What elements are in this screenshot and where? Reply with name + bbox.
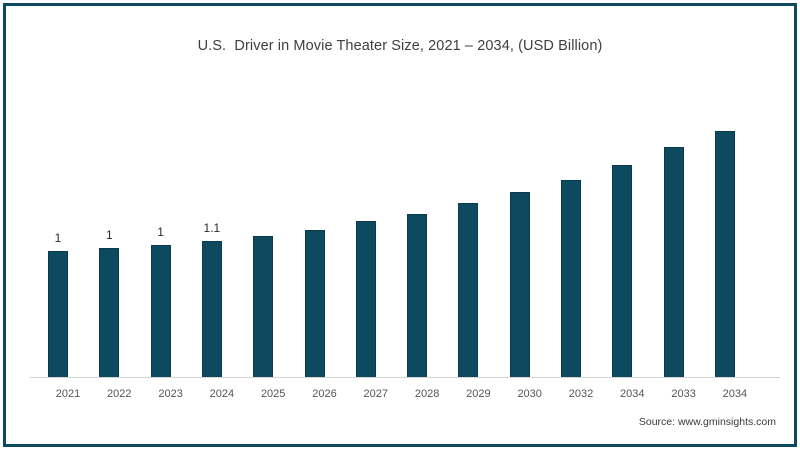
x-tick-2027: 2027	[363, 388, 389, 400]
source-note: Source: www.gminsights.com	[638, 416, 776, 428]
bar-rect	[48, 251, 68, 378]
bar-value-label: 1	[157, 225, 164, 239]
chart-title: U.S. Driver in Movie Theater Size, 2021 …	[197, 38, 603, 54]
x-tick-2030: 2030	[517, 388, 542, 400]
bar-value-label: 1	[105, 228, 113, 242]
x-tick-2025: 2025	[260, 388, 286, 400]
frame-border-bottom	[3, 444, 797, 447]
bar-rect	[458, 203, 479, 378]
bar-series: 1 1 1 1.1	[8, 8, 792, 442]
x-tick-2022: 2022	[107, 388, 132, 400]
x-tick-2023: 2023	[158, 388, 183, 400]
x-tick-2029: 2029	[466, 388, 491, 400]
bar-rect	[150, 245, 171, 378]
bar-rect	[201, 241, 222, 378]
plot-area: U.S. Driver in Movie Theater Size, 2021 …	[8, 8, 792, 442]
x-tick-2033: 2033	[671, 388, 696, 400]
frame-border-top	[3, 3, 797, 6]
bar-rect	[612, 165, 633, 378]
x-tick-2034: 2034	[722, 388, 748, 400]
frame-border-right	[794, 3, 797, 447]
x-tick-2024: 2024	[209, 388, 235, 400]
bar-value-label: 1	[54, 231, 62, 245]
x-axis-line	[30, 377, 780, 378]
bar-value-label: 1.1	[203, 221, 221, 235]
frame-border-left	[3, 3, 6, 447]
bar-rect	[355, 221, 376, 378]
bar-rect	[407, 214, 428, 378]
x-tick-2028: 2028	[414, 388, 440, 400]
x-tick-2026: 2026	[312, 388, 337, 400]
x-tick-2034: 2034	[620, 388, 645, 400]
x-tick-2021: 2021	[55, 388, 81, 400]
bar-rect	[99, 248, 120, 378]
x-tick-2032: 2032	[568, 388, 594, 400]
bar-rect	[304, 230, 325, 378]
bar-rect	[663, 147, 684, 378]
bar-rect	[714, 131, 735, 378]
bar-rect	[561, 180, 581, 378]
bar-rect	[509, 192, 530, 378]
bar-rect	[253, 236, 274, 378]
